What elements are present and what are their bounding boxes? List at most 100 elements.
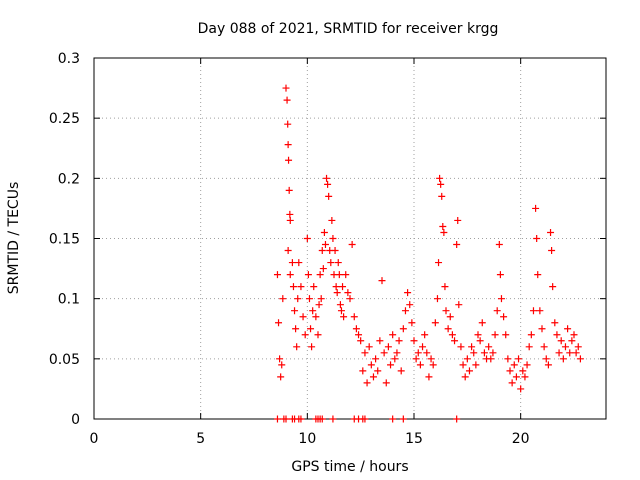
- chart-title: Day 088 of 2021, SRMTID for receiver krg…: [198, 21, 499, 37]
- data-point: [276, 355, 284, 363]
- data-point: [329, 415, 337, 423]
- x-axis-label: GPS time / hours: [291, 459, 408, 475]
- data-point: [292, 325, 300, 333]
- data-point: [416, 361, 424, 369]
- data-point: [334, 259, 342, 267]
- data-point: [423, 349, 431, 357]
- data-point: [448, 331, 456, 339]
- data-point: [534, 271, 542, 279]
- data-point: [399, 325, 407, 333]
- data-point: [318, 415, 326, 423]
- data-point: [342, 271, 350, 279]
- data-point: [440, 228, 448, 236]
- data-point: [378, 277, 386, 285]
- data-point: [293, 343, 301, 351]
- data-point: [461, 373, 469, 381]
- data-points: [273, 84, 584, 423]
- data-point: [352, 325, 360, 333]
- data-point: [374, 367, 382, 375]
- data-point: [519, 367, 527, 375]
- data-point: [472, 361, 480, 369]
- y-axis-label: SRMTID / TECUs: [6, 182, 22, 295]
- data-point: [285, 156, 293, 164]
- data-point: [297, 415, 305, 423]
- data-point: [454, 216, 462, 224]
- data-point: [361, 415, 369, 423]
- data-point: [412, 355, 420, 363]
- data-point: [442, 307, 450, 315]
- data-point: [549, 283, 557, 291]
- data-point: [493, 307, 501, 315]
- data-point: [309, 307, 317, 315]
- data-point: [314, 331, 322, 339]
- x-tick-label: 15: [405, 431, 423, 447]
- data-point: [533, 235, 541, 242]
- data-point: [404, 289, 412, 297]
- data-point: [289, 283, 297, 291]
- data-point: [455, 301, 463, 309]
- data-point: [285, 186, 293, 194]
- data-point: [438, 192, 446, 200]
- data-point: [510, 361, 518, 369]
- data-point: [315, 301, 323, 309]
- data-point: [429, 361, 437, 369]
- data-point: [344, 289, 352, 297]
- data-point: [457, 343, 465, 351]
- data-point: [340, 313, 348, 321]
- data-point: [544, 361, 552, 369]
- data-point: [538, 325, 546, 333]
- data-point: [277, 373, 285, 381]
- data-point: [555, 349, 563, 357]
- data-point: [527, 331, 535, 339]
- data-point: [419, 343, 427, 351]
- data-point: [441, 283, 449, 291]
- y-tick-labels: 0 0.05 0.1 0.15 0.2 0.25 0.3: [49, 51, 80, 428]
- x-tick-labels: 0 5 10 15 20: [90, 431, 530, 447]
- data-point: [320, 228, 328, 236]
- data-point: [523, 361, 531, 369]
- data-point: [301, 331, 309, 339]
- data-point: [286, 210, 294, 218]
- data-point: [286, 216, 294, 224]
- data-point: [500, 313, 508, 321]
- y-tick-label: 0: [71, 412, 80, 428]
- x-tick-label: 10: [298, 431, 316, 447]
- data-point: [399, 415, 407, 423]
- data-point: [414, 349, 422, 357]
- data-point: [348, 241, 356, 249]
- data-point: [359, 367, 367, 375]
- data-point: [433, 295, 441, 303]
- data-point: [284, 247, 292, 255]
- data-point: [278, 361, 286, 369]
- data-point: [323, 174, 331, 182]
- data-point: [316, 271, 324, 279]
- data-point: [288, 259, 296, 267]
- data-point: [439, 222, 447, 230]
- data-point: [401, 307, 409, 315]
- data-point: [337, 307, 345, 315]
- data-point: [508, 379, 516, 387]
- y-tick-label: 0.2: [58, 171, 80, 187]
- data-point: [275, 319, 283, 327]
- data-point: [561, 343, 569, 351]
- data-point: [317, 295, 325, 303]
- data-point: [542, 355, 550, 363]
- data-point: [551, 319, 559, 327]
- y-tick-label: 0.25: [49, 111, 80, 127]
- data-point: [324, 180, 332, 188]
- data-point: [361, 349, 369, 357]
- data-point: [566, 349, 574, 357]
- x-tick-label: 20: [512, 431, 530, 447]
- data-point: [504, 355, 512, 363]
- data-point: [325, 192, 333, 200]
- data-point: [491, 331, 499, 339]
- data-point: [502, 331, 510, 339]
- data-point: [335, 271, 343, 279]
- data-point: [393, 349, 401, 357]
- data-point: [380, 349, 388, 357]
- data-point: [421, 331, 429, 339]
- data-point: [279, 295, 287, 303]
- y-tick-label: 0.3: [58, 51, 80, 67]
- data-point: [547, 228, 555, 236]
- data-point: [536, 307, 544, 315]
